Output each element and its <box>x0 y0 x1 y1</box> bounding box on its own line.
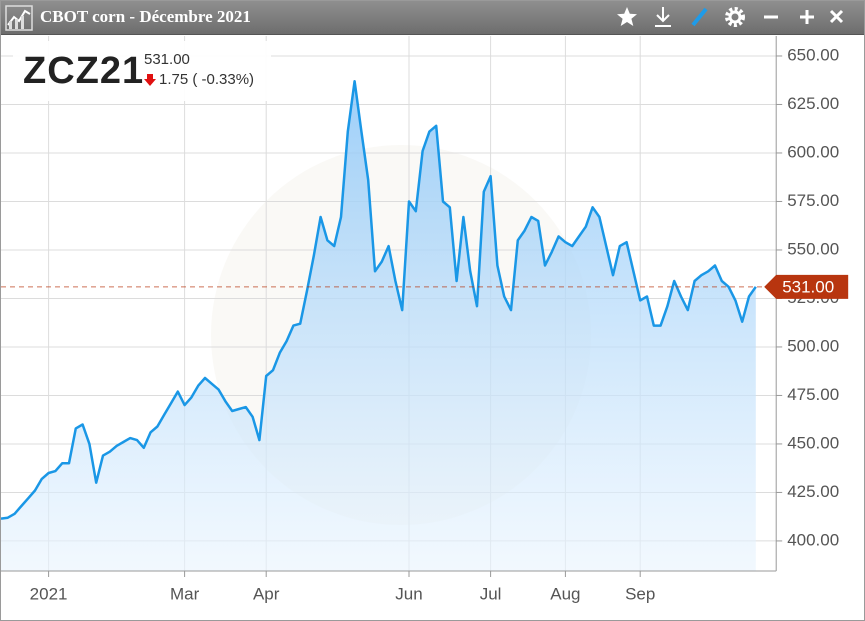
x-tick-label: Aug <box>550 584 580 603</box>
price-line <box>1 79 757 520</box>
window-title: CBOT corn - Décembre 2021 <box>40 7 251 26</box>
settings-button[interactable] <box>725 7 745 27</box>
y-tick-label: 450.00 <box>787 433 839 452</box>
y-tick-label: 550.00 <box>787 239 839 258</box>
y-tick-label: 400.00 <box>787 530 839 549</box>
x-tick-label: Sep <box>625 584 655 603</box>
toolbar <box>617 7 844 27</box>
x-tick-label: Jun <box>395 584 422 603</box>
favorite-button[interactable] <box>617 7 637 26</box>
y-tick-label: 650.00 <box>787 45 839 64</box>
download-button[interactable] <box>655 7 671 27</box>
quote-box: ZCZ21 531.00 1.75 ( -0.33%) <box>13 41 271 101</box>
symbol: ZCZ21 <box>23 50 145 92</box>
last-price-label: 531.00 <box>782 277 834 296</box>
logo <box>5 5 33 31</box>
down-arrow <box>144 74 156 86</box>
last-price: 531.00 <box>144 51 190 68</box>
x-tick-label: Apr <box>253 584 280 603</box>
x-tick-label: Mar <box>170 584 200 603</box>
y-tick-label: 575.00 <box>787 191 839 210</box>
area <box>1 81 756 571</box>
y-tick-label: 500.00 <box>787 336 839 355</box>
draw-button[interactable] <box>691 7 708 27</box>
y-tick-label: 625.00 <box>787 94 839 113</box>
last-price-badge <box>764 274 849 299</box>
close-button[interactable] <box>829 9 844 24</box>
price-change: 1.75 ( -0.33%) <box>159 71 255 88</box>
x-tick-label: 2021 <box>30 584 68 603</box>
x-tick-label: Jul <box>480 584 502 603</box>
y-tick-label: 425.00 <box>787 482 839 501</box>
chart: 400.00425.00450.00475.00500.00525.00550.… <box>1 36 849 603</box>
title-bar: CBOT corn - Décembre 2021 <box>1 1 864 35</box>
y-tick-label: 475.00 <box>787 385 839 404</box>
y-tick-label: 600.00 <box>787 142 839 161</box>
maximize-button[interactable] <box>800 10 814 24</box>
